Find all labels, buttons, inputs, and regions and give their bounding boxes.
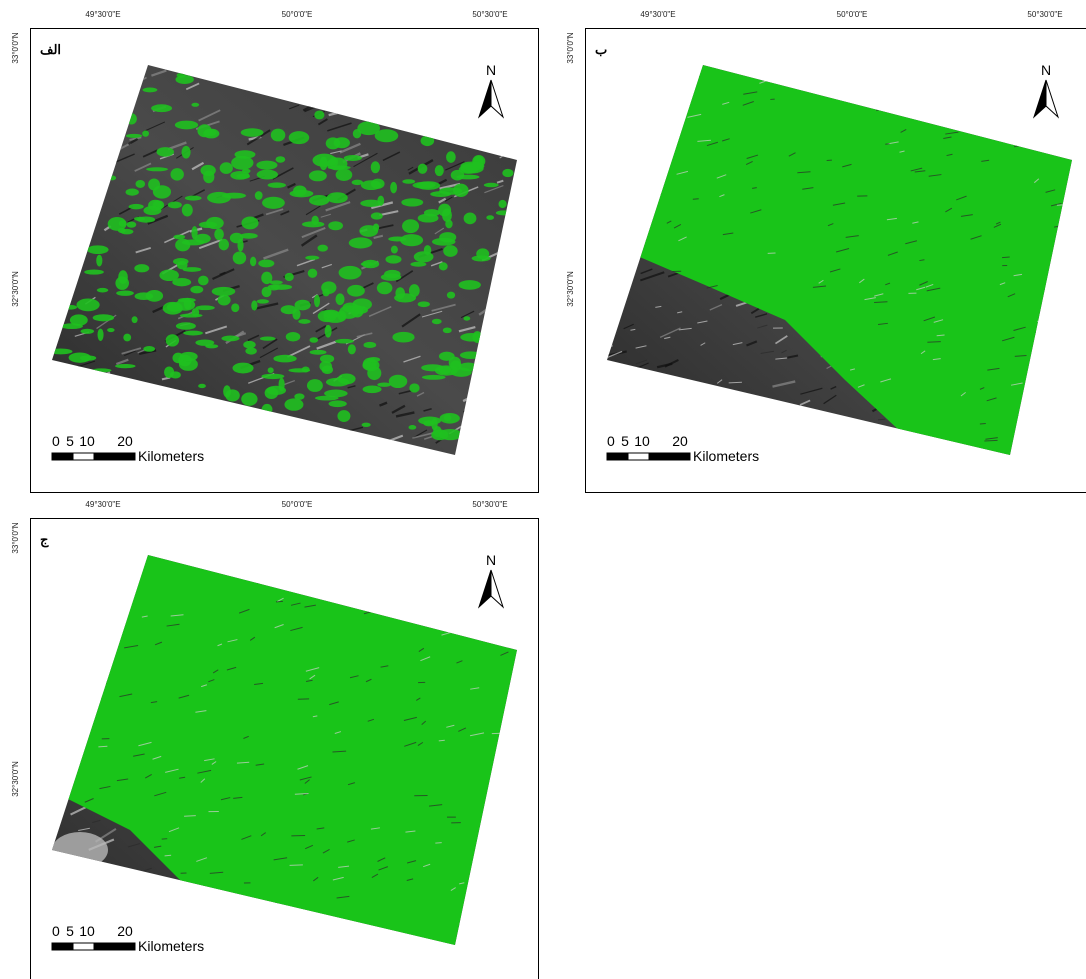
scale-tick: 0 <box>607 433 615 449</box>
north-label: N <box>486 552 496 568</box>
panel-label: ب <box>595 42 607 57</box>
scale-bar <box>628 453 649 460</box>
vegetation <box>60 555 517 945</box>
imagery <box>52 65 517 455</box>
longitude-label: 50°30'0"E <box>472 500 507 509</box>
longitude-label: 50°30'0"E <box>472 10 507 19</box>
latitude-label: 32°30'0"N <box>566 271 575 307</box>
scale-tick: 20 <box>117 433 133 449</box>
scale-tick: 5 <box>621 433 629 449</box>
north-arrow <box>479 570 491 607</box>
scale-tick: 5 <box>66 923 74 939</box>
scale-bar <box>649 453 690 460</box>
longitude-label: 49°30'0"E <box>640 10 675 19</box>
map-panel: 49°30'0"E 50°0'0"E 50°30'0"E 33°0'0"N 32°30'… <box>11 500 539 979</box>
longitude-label: 50°0'0"E <box>837 10 868 19</box>
north-arrow <box>1046 80 1058 117</box>
longitude-label: 50°0'0"E <box>282 500 313 509</box>
scale-tick: 20 <box>117 923 133 939</box>
latitude-label: 32°30'0"N <box>11 271 20 307</box>
scale-bar <box>73 453 94 460</box>
latitude-label: 32°30'0"N <box>11 761 20 797</box>
panel-label: الف <box>40 42 61 57</box>
map-panel: 49°30'0"E 50°0'0"E 50°30'0"E 33°0'0"N 32°30'… <box>566 10 1086 493</box>
latitude-label: 33°0'0"N <box>11 522 20 553</box>
panel-label: ج <box>40 532 49 548</box>
scale-unit: Kilometers <box>138 938 204 954</box>
latitude-label: 33°0'0"N <box>11 32 20 63</box>
north-arrow <box>491 80 503 117</box>
latitude-label: 33°0'0"N <box>566 32 575 63</box>
scale-tick: 0 <box>52 923 60 939</box>
scale-bar <box>52 943 73 950</box>
longitude-label: 49°30'0"E <box>85 500 120 509</box>
scale-bar <box>94 453 135 460</box>
figure: 49°30'0"E 50°0'0"E 50°30'0"E 33°0'0"N 32°30'… <box>0 0 1086 979</box>
scale-tick: 5 <box>66 433 74 449</box>
scale-bar <box>52 453 73 460</box>
north-arrow <box>479 80 491 117</box>
map-panel: 49°30'0"E 50°0'0"E 50°30'0"E 33°0'0"N 32°30'… <box>11 10 539 493</box>
scale-bar <box>73 943 94 950</box>
scale-unit: Kilometers <box>138 448 204 464</box>
scale-tick: 10 <box>79 433 95 449</box>
longitude-label: 50°0'0"E <box>282 10 313 19</box>
scale-bar <box>607 453 628 460</box>
longitude-label: 50°30'0"E <box>1027 10 1062 19</box>
scale-bar <box>94 943 135 950</box>
scale-tick: 20 <box>672 433 688 449</box>
scale-unit: Kilometers <box>693 448 759 464</box>
north-arrow <box>491 570 503 607</box>
north-label: N <box>486 62 496 78</box>
scale-tick: 0 <box>52 433 60 449</box>
imagery-detail <box>51 541 539 950</box>
scale-tick: 10 <box>634 433 650 449</box>
scale-tick: 10 <box>79 923 95 939</box>
north-arrow <box>1034 80 1046 117</box>
north-label: N <box>1041 62 1051 78</box>
longitude-label: 49°30'0"E <box>85 10 120 19</box>
